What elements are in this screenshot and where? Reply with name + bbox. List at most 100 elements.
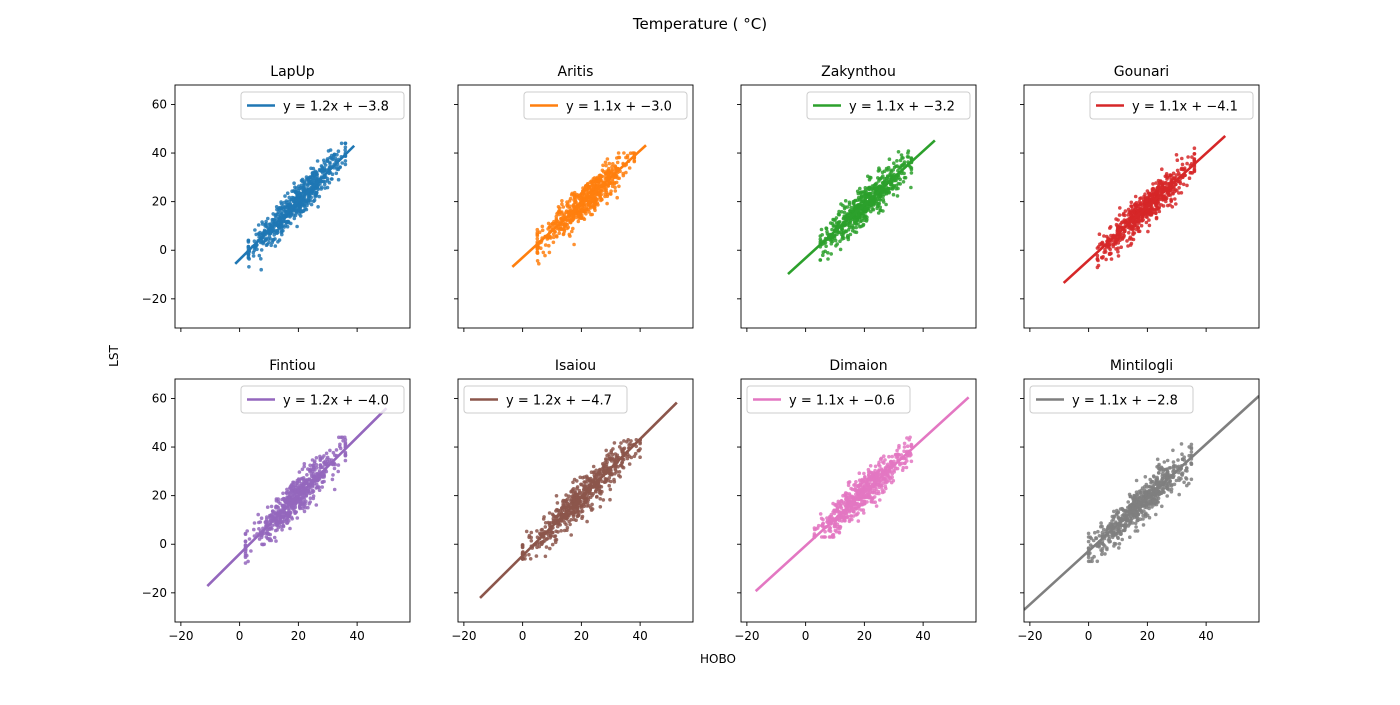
scatter-point <box>279 206 284 210</box>
scatter-point <box>343 162 348 167</box>
scatter-point <box>266 216 270 221</box>
figure-xlabel: HOBO <box>700 652 736 666</box>
scatter-point <box>590 212 594 217</box>
scatter-point <box>597 470 602 474</box>
scatter-point <box>591 464 596 469</box>
scatter-point <box>591 187 596 191</box>
scatter-point <box>895 448 899 453</box>
scatter-point <box>1135 495 1139 500</box>
scatter-point <box>1116 246 1120 250</box>
scatter-point <box>1129 200 1134 205</box>
scatter-point <box>1168 479 1172 484</box>
scatter-point <box>839 232 844 237</box>
scatter-point <box>566 515 570 519</box>
scatter-point <box>607 483 611 488</box>
scatter-point <box>1177 191 1181 195</box>
scatter-point <box>1123 522 1128 526</box>
scatter-point <box>543 253 547 258</box>
scatter-point <box>320 168 324 172</box>
scatter-point <box>263 520 268 524</box>
scatter-point <box>1172 176 1177 180</box>
scatter-point <box>292 181 296 185</box>
scatter-point <box>333 156 338 160</box>
scatter-point <box>624 170 628 175</box>
scatter-point <box>1102 234 1106 238</box>
y-tick-label: 0 <box>159 243 167 257</box>
y-tick-label: 20 <box>152 489 167 503</box>
scatter-point <box>246 238 251 243</box>
scatter-point <box>604 448 608 453</box>
scatter-point <box>298 502 302 507</box>
scatter-point <box>297 470 302 474</box>
scatter-point <box>615 470 619 474</box>
scatter-point <box>304 207 309 212</box>
scatter-point <box>870 207 875 211</box>
scatter-point <box>856 222 860 226</box>
scatter-point <box>274 212 278 217</box>
scatter-point <box>338 165 343 169</box>
scatter-point <box>1154 211 1158 215</box>
scatter-point <box>881 194 885 199</box>
scatter-point <box>1142 488 1147 493</box>
scatter-point <box>1189 450 1194 454</box>
scatter-point <box>283 194 287 198</box>
scatter-point <box>266 237 271 241</box>
figure-ylabel: LST <box>107 345 121 367</box>
scatter-point <box>1126 244 1130 248</box>
scatter-point <box>338 442 342 447</box>
scatter-point <box>888 463 893 467</box>
scatter-point <box>321 473 326 478</box>
x-tick-label: 0 <box>1085 629 1093 643</box>
scatter-point <box>1137 489 1142 494</box>
scatter-point <box>579 510 583 514</box>
scatter-point <box>890 472 894 476</box>
scatter-point <box>873 485 878 489</box>
scatter-point <box>1152 501 1157 506</box>
scatter-point <box>887 454 891 459</box>
scatter-point <box>320 485 325 489</box>
scatter-point <box>1144 220 1149 225</box>
scatter-point <box>1140 203 1144 208</box>
scatter-point <box>547 511 552 515</box>
scatter-point <box>339 141 344 146</box>
scatter-point <box>846 237 851 242</box>
scatter-point <box>605 201 609 206</box>
scatter-point <box>260 222 265 226</box>
scatter-point <box>571 217 576 222</box>
scatter-point <box>1096 529 1100 534</box>
scatter-point <box>607 161 612 166</box>
scatter-point <box>869 499 873 504</box>
axes-frame <box>740 84 977 329</box>
scatter-point <box>1155 457 1160 462</box>
scatter-point <box>1094 536 1098 540</box>
scatter-point <box>1156 464 1161 468</box>
scatter-point <box>314 503 319 507</box>
scatter-point <box>305 473 309 477</box>
scatter-point <box>1138 517 1143 521</box>
scatter-point <box>1133 521 1138 526</box>
scatter-point <box>576 505 580 510</box>
scatter-point <box>267 527 272 532</box>
scatter-point <box>272 510 277 514</box>
scatter-point <box>245 553 249 558</box>
scatter-point <box>312 198 317 202</box>
scatter-point <box>891 478 896 483</box>
scatter-point <box>1158 181 1162 185</box>
scatter-point <box>877 184 881 189</box>
scatter-point <box>556 509 561 513</box>
scatter-point <box>586 207 591 211</box>
scatter-point <box>272 233 277 237</box>
scatter-point <box>828 529 833 534</box>
scatter-point <box>887 478 891 483</box>
scatter-point <box>310 484 315 489</box>
scatter-point <box>846 228 851 232</box>
scatter-point <box>581 475 585 480</box>
scatter-point <box>874 187 879 191</box>
scatter-point <box>264 219 268 224</box>
scatter-point <box>882 476 886 481</box>
scatter-point <box>315 184 320 189</box>
regression-line <box>1062 134 1227 284</box>
scatter-point <box>259 248 264 252</box>
scatter-point <box>323 462 327 467</box>
